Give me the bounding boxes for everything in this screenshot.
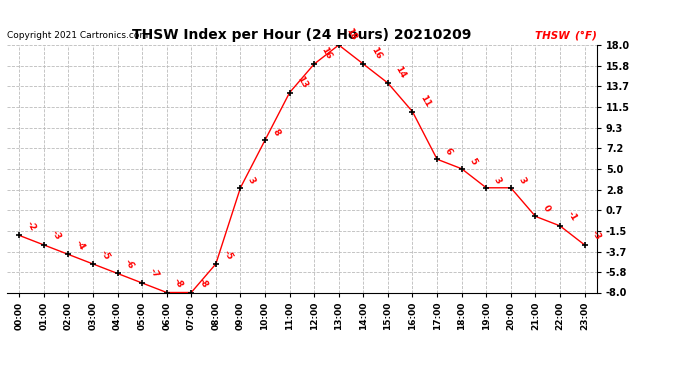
Title: THSW Index per Hour (24 Hours) 20210209: THSW Index per Hour (24 Hours) 20210209: [132, 28, 471, 42]
Text: -3: -3: [49, 229, 62, 242]
Text: 14: 14: [393, 65, 408, 80]
Text: 3: 3: [516, 175, 527, 185]
Text: THSW (°F): THSW (°F): [535, 30, 597, 40]
Text: 16: 16: [369, 46, 383, 61]
Text: Copyright 2021 Cartronics.com: Copyright 2021 Cartronics.com: [7, 31, 148, 40]
Text: 16: 16: [319, 46, 334, 61]
Text: 13: 13: [295, 75, 309, 90]
Text: 0: 0: [541, 204, 552, 214]
Text: 8: 8: [270, 128, 282, 137]
Text: -5: -5: [221, 248, 234, 261]
Text: 3: 3: [246, 175, 257, 185]
Text: -4: -4: [74, 238, 87, 252]
Text: 11: 11: [418, 93, 432, 109]
Text: -8: -8: [172, 276, 185, 290]
Text: 3: 3: [492, 175, 503, 185]
Text: 18: 18: [344, 27, 358, 42]
Text: -8: -8: [197, 276, 210, 290]
Text: -7: -7: [148, 267, 161, 280]
Text: -5: -5: [99, 248, 111, 261]
Text: -6: -6: [123, 258, 136, 271]
Text: -2: -2: [25, 219, 37, 232]
Text: -1: -1: [566, 210, 578, 223]
Text: 5: 5: [467, 156, 478, 166]
Text: -3: -3: [590, 229, 603, 242]
Text: 6: 6: [442, 147, 453, 156]
